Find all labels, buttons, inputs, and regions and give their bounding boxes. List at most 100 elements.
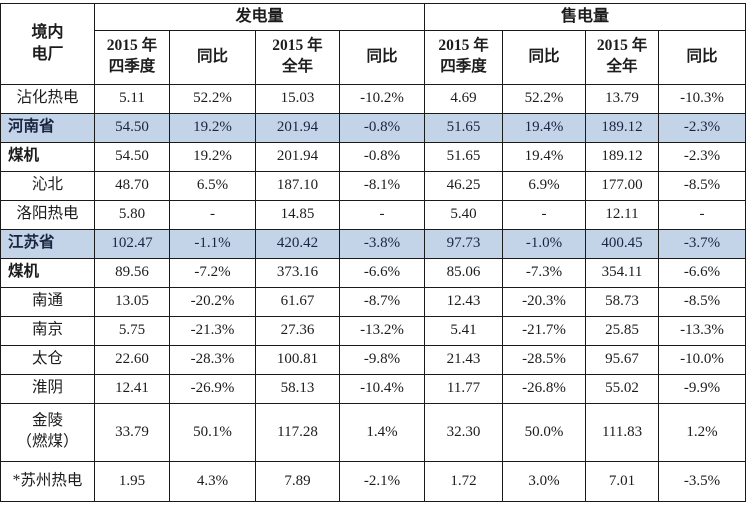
- cell: 97.73: [424, 228, 504, 259]
- cell: 19.4%: [502, 141, 587, 172]
- cell: 52.2%: [169, 83, 256, 114]
- table-row: 江苏省 102.47 -1.1% 420.42 -3.8% 97.73 -1.0% 400.…: [0, 228, 746, 259]
- cell: 19.2%: [169, 112, 256, 143]
- cell: 177.00: [585, 170, 660, 201]
- cell: 3.0%: [502, 460, 587, 502]
- cell: 25.85: [585, 315, 660, 346]
- cell: 89.56: [94, 257, 170, 288]
- subheader-sales-fy-2015: 2015 年 全年: [585, 29, 660, 85]
- cell: 54.50: [94, 112, 170, 143]
- row-label: 江苏省: [0, 228, 95, 259]
- table-row: 河南省 54.50 19.2% 201.94 -0.8% 51.65 19.4% 189.1…: [0, 112, 746, 143]
- cell: -6.6%: [658, 257, 746, 288]
- cell: 19.2%: [169, 141, 256, 172]
- cell: -28.5%: [502, 344, 587, 375]
- row-label: 洛阳热电: [0, 199, 95, 230]
- row-label: 南京: [0, 315, 95, 346]
- cell: 12.43: [424, 286, 504, 317]
- cell: 189.12: [585, 112, 660, 143]
- cell: 6.9%: [502, 170, 587, 201]
- cell: 354.11: [585, 257, 660, 288]
- subheader-gen-q4-2015: 2015 年 四季度: [94, 29, 170, 85]
- cell: 85.06: [424, 257, 504, 288]
- subheader-sales-q4-2015: 2015 年 四季度: [424, 29, 504, 85]
- cell: 11.77: [424, 373, 504, 404]
- cell: 15.03: [255, 83, 340, 114]
- cell: 6.5%: [169, 170, 256, 201]
- row-label: 煤机: [0, 257, 95, 288]
- cell: 61.67: [255, 286, 340, 317]
- cell: -20.2%: [169, 286, 256, 317]
- row-label: 沾化热电: [0, 83, 95, 114]
- cell: -10.0%: [658, 344, 746, 375]
- cell: -: [502, 199, 587, 230]
- cell: -8.5%: [658, 286, 746, 317]
- cell: 373.16: [255, 257, 340, 288]
- cell: 12.41: [94, 373, 170, 404]
- table-row: 煤机 89.56 -7.2% 373.16 -6.6% 85.06 -7.3% 354.11…: [0, 257, 746, 288]
- row-label: 河南省: [0, 112, 95, 143]
- cell: 27.36: [255, 315, 340, 346]
- cell: 5.40: [424, 199, 504, 230]
- cell: -10.2%: [338, 83, 426, 114]
- sub-header-row: 2015 年 四季度 同比 2015 年 全年 同比 2015 年 四季度 同比…: [1, 29, 746, 85]
- cell: -20.3%: [502, 286, 587, 317]
- cell: 420.42: [255, 228, 340, 259]
- table-row: 煤机 54.50 19.2% 201.94 -0.8% 51.65 19.4% 189.12…: [0, 141, 746, 172]
- cell: 5.80: [94, 199, 170, 230]
- cell: 1.72: [424, 460, 504, 502]
- cell: 48.70: [94, 170, 170, 201]
- cell: 50.0%: [502, 402, 587, 462]
- corner-header-domestic-plants: 境内 电厂: [0, 3, 95, 85]
- cell: 189.12: [585, 141, 660, 172]
- cell: 4.69: [424, 83, 504, 114]
- cell: -8.1%: [338, 170, 426, 201]
- cell: -: [658, 199, 746, 230]
- row-label: 金陵 （燃煤）: [0, 402, 95, 462]
- cell: 5.41: [424, 315, 504, 346]
- subheader-sales-q4-yoy: 同比: [502, 29, 587, 85]
- cell: 13.79: [585, 83, 660, 114]
- table-row: 淮阴 12.41 -26.9% 58.13 -10.4% 11.77 -26.8% 55.0…: [0, 373, 746, 404]
- cell: -8.7%: [338, 286, 426, 317]
- group-header-generation: 发电量: [93, 3, 426, 31]
- cell: 46.25: [424, 170, 504, 201]
- table-row: *苏州热电 1.95 4.3% 7.89 -2.1% 1.72 3.0% 7.01 -3.5%: [0, 460, 746, 502]
- cell: 50.1%: [169, 402, 256, 462]
- table-body: 沾化热电 5.11 52.2% 15.03 -10.2% 4.69 52.2% 13.79-…: [0, 83, 746, 502]
- table-row: 太仓 22.60 -28.3% 100.81 -9.8% 21.43 -28.5% 95.6…: [0, 344, 746, 375]
- subheader-gen-q4-yoy: 同比: [169, 29, 256, 85]
- cell: -26.8%: [502, 373, 587, 404]
- cell: 187.10: [255, 170, 340, 201]
- cell: 102.47: [94, 228, 170, 259]
- cell: 111.83: [585, 402, 660, 462]
- cell: 54.50: [94, 141, 170, 172]
- row-label: 沁北: [0, 170, 95, 201]
- cell: -21.7%: [502, 315, 587, 346]
- cell: -10.3%: [658, 83, 746, 114]
- cell: -28.3%: [169, 344, 256, 375]
- cell: -9.9%: [658, 373, 746, 404]
- table-row: 沁北 48.70 6.5% 187.10 -8.1% 46.25 6.9% 177.00 -8…: [0, 170, 746, 201]
- cell: -2.3%: [658, 141, 746, 172]
- subheader-gen-fy-2015: 2015 年 全年: [255, 29, 340, 85]
- cell: -26.9%: [169, 373, 256, 404]
- cell: 117.28: [255, 402, 340, 462]
- cell: 7.01: [585, 460, 660, 502]
- cell: -: [338, 199, 426, 230]
- cell: 14.85: [255, 199, 340, 230]
- group-header-sales: 售电量: [424, 3, 746, 31]
- cell: 32.30: [424, 402, 504, 462]
- row-label: 淮阴: [0, 373, 95, 404]
- cell: 51.65: [424, 112, 504, 143]
- row-label: 太仓: [0, 344, 95, 375]
- cell: 95.67: [585, 344, 660, 375]
- cell: 13.05: [94, 286, 170, 317]
- cell: 201.94: [255, 112, 340, 143]
- cell: 21.43: [424, 344, 504, 375]
- subheader-gen-fy-yoy: 同比: [338, 29, 426, 85]
- cell: 58.13: [255, 373, 340, 404]
- cell: -10.4%: [338, 373, 426, 404]
- cell: 19.4%: [502, 112, 587, 143]
- cell: 201.94: [255, 141, 340, 172]
